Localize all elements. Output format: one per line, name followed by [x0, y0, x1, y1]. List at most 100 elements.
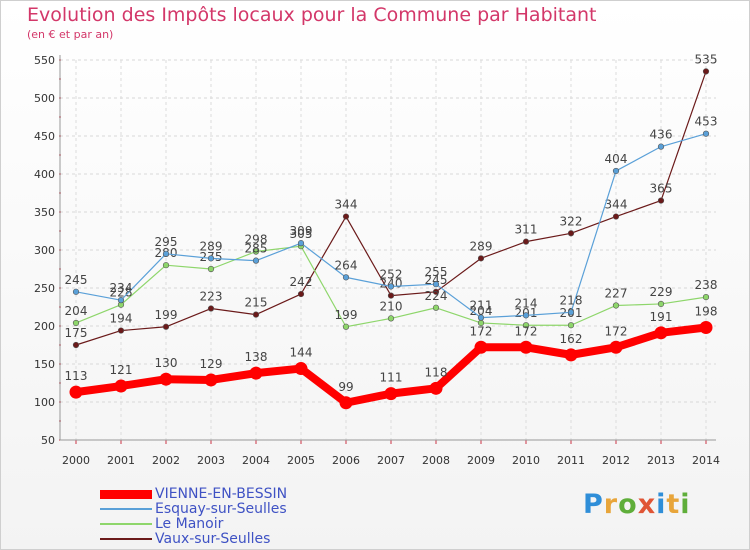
- data-point-le-manoir: [207, 265, 215, 273]
- data-label-vaux-sur-seulles: 535: [695, 52, 718, 66]
- data-label-vaux-sur-seulles: 199: [155, 308, 178, 322]
- legend-swatch: [100, 489, 152, 499]
- data-point-vienne-en-bessin: [564, 348, 578, 362]
- data-point-vaux-sur-seulles: [567, 230, 575, 237]
- data-point-esquay-sur-seulles: [387, 283, 395, 290]
- data-label-esquay-sur-seulles: 211: [470, 299, 493, 313]
- y-tick-label: 100: [34, 396, 55, 409]
- data-point-esquay-sur-seulles: [522, 312, 530, 319]
- y-tick-label: 200: [34, 320, 55, 333]
- y-tick-label: 50: [41, 434, 55, 447]
- data-point-le-manoir: [657, 300, 665, 308]
- data-point-le-manoir: [432, 304, 440, 311]
- legend-label: Le Manoir: [155, 516, 224, 532]
- data-point-vienne-en-bessin: [474, 340, 488, 354]
- data-point-le-manoir: [342, 323, 350, 330]
- data-label-le-manoir: 224: [425, 289, 448, 303]
- data-label-esquay-sur-seulles: 234: [110, 281, 133, 295]
- data-label-vienne-en-bessin: 191: [650, 310, 673, 324]
- y-tick-label: 250: [34, 282, 55, 295]
- data-label-esquay-sur-seulles: 264: [335, 258, 358, 272]
- x-tick-label: 2014: [692, 454, 720, 467]
- data-point-vaux-sur-seulles: [657, 197, 665, 204]
- legend-swatch: [100, 523, 152, 525]
- data-point-vaux-sur-seulles: [477, 255, 485, 262]
- legend-label: VIENNE-EN-BESSIN: [155, 486, 288, 502]
- data-point-esquay-sur-seulles: [342, 274, 350, 281]
- legend-swatch: [100, 538, 152, 540]
- data-label-vienne-en-bessin: 138: [245, 350, 268, 364]
- logo-letter: t: [666, 489, 681, 520]
- x-tick-label: 2000: [62, 454, 90, 467]
- x-tick-label: 2008: [422, 454, 450, 467]
- data-point-le-manoir: [252, 248, 260, 255]
- data-point-vaux-sur-seulles: [432, 288, 440, 295]
- x-tick-label: 2012: [602, 454, 630, 467]
- logo-letter: r: [603, 489, 619, 520]
- data-point-esquay-sur-seulles: [207, 255, 215, 262]
- data-point-le-manoir: [567, 322, 575, 329]
- y-tick-label: 350: [34, 206, 55, 219]
- x-tick-label: 2005: [287, 454, 315, 467]
- x-tick-label: 2002: [152, 454, 180, 467]
- data-label-vienne-en-bessin: 99: [338, 380, 353, 394]
- data-point-le-manoir: [612, 302, 620, 309]
- data-label-vienne-en-bessin: 172: [605, 324, 628, 338]
- logo-letter: o: [618, 489, 638, 520]
- x-tick-label: 2011: [557, 454, 585, 467]
- data-point-vaux-sur-seulles: [387, 292, 395, 299]
- data-label-le-manoir: 298: [245, 233, 268, 247]
- data-label-vienne-en-bessin: 130: [155, 356, 178, 370]
- data-point-esquay-sur-seulles: [702, 130, 710, 137]
- data-label-vaux-sur-seulles: 245: [425, 273, 448, 287]
- data-label-vaux-sur-seulles: 215: [245, 296, 268, 310]
- data-label-esquay-sur-seulles: 404: [605, 152, 628, 166]
- chart-title: Evolution des Impôts locaux pour la Comm…: [27, 4, 597, 26]
- data-label-vaux-sur-seulles: 311: [515, 223, 538, 237]
- data-point-vaux-sur-seulles: [702, 68, 710, 75]
- data-point-esquay-sur-seulles: [657, 143, 665, 150]
- x-tick-label: 2003: [197, 454, 225, 467]
- data-point-vienne-en-bessin: [249, 366, 263, 380]
- data-point-esquay-sur-seulles: [612, 167, 620, 175]
- logo-letter: i: [680, 489, 691, 520]
- data-point-vienne-en-bessin: [384, 387, 398, 401]
- data-label-vaux-sur-seulles: 365: [650, 182, 673, 196]
- data-label-le-manoir: 227: [605, 286, 628, 300]
- data-point-vaux-sur-seulles: [207, 305, 215, 312]
- x-tick-label: 2001: [107, 454, 135, 467]
- data-label-vaux-sur-seulles: 344: [335, 198, 358, 212]
- data-point-esquay-sur-seulles: [162, 250, 170, 257]
- data-point-vaux-sur-seulles: [117, 327, 125, 334]
- data-point-vaux-sur-seulles: [252, 311, 260, 318]
- data-point-esquay-sur-seulles: [432, 281, 440, 288]
- chart-subtitle: (en € et par an): [27, 28, 114, 41]
- logo-letter: x: [637, 489, 657, 520]
- data-point-vienne-en-bessin: [699, 321, 713, 335]
- data-label-vienne-en-bessin: 111: [380, 371, 403, 385]
- data-point-vaux-sur-seulles: [162, 323, 170, 330]
- data-point-esquay-sur-seulles: [297, 240, 305, 247]
- data-point-esquay-sur-seulles: [72, 288, 80, 295]
- data-label-esquay-sur-seulles: 285: [245, 242, 268, 256]
- legend-label: Vaux-sur-Seulles: [155, 531, 271, 547]
- data-point-vaux-sur-seulles: [612, 213, 620, 220]
- data-label-vienne-en-bessin: 129: [200, 357, 223, 371]
- x-tick-label: 2004: [242, 454, 270, 467]
- y-tick-label: 550: [34, 54, 55, 67]
- data-label-vienne-en-bessin: 162: [560, 332, 583, 346]
- data-label-vaux-sur-seulles: 344: [605, 198, 628, 212]
- data-label-vienne-en-bessin: 144: [290, 346, 313, 360]
- data-label-esquay-sur-seulles: 295: [155, 235, 178, 249]
- x-tick-label: 2006: [332, 454, 360, 467]
- data-point-vaux-sur-seulles: [522, 238, 530, 245]
- data-point-vienne-en-bessin: [519, 340, 533, 354]
- data-label-vienne-en-bessin: 118: [425, 365, 448, 379]
- x-tick-label: 2013: [647, 454, 675, 467]
- data-label-vienne-en-bessin: 198: [695, 305, 718, 319]
- data-point-le-manoir: [387, 315, 395, 322]
- data-label-le-manoir: 238: [695, 278, 718, 292]
- legend-label: Esquay-sur-Seulles: [155, 501, 287, 517]
